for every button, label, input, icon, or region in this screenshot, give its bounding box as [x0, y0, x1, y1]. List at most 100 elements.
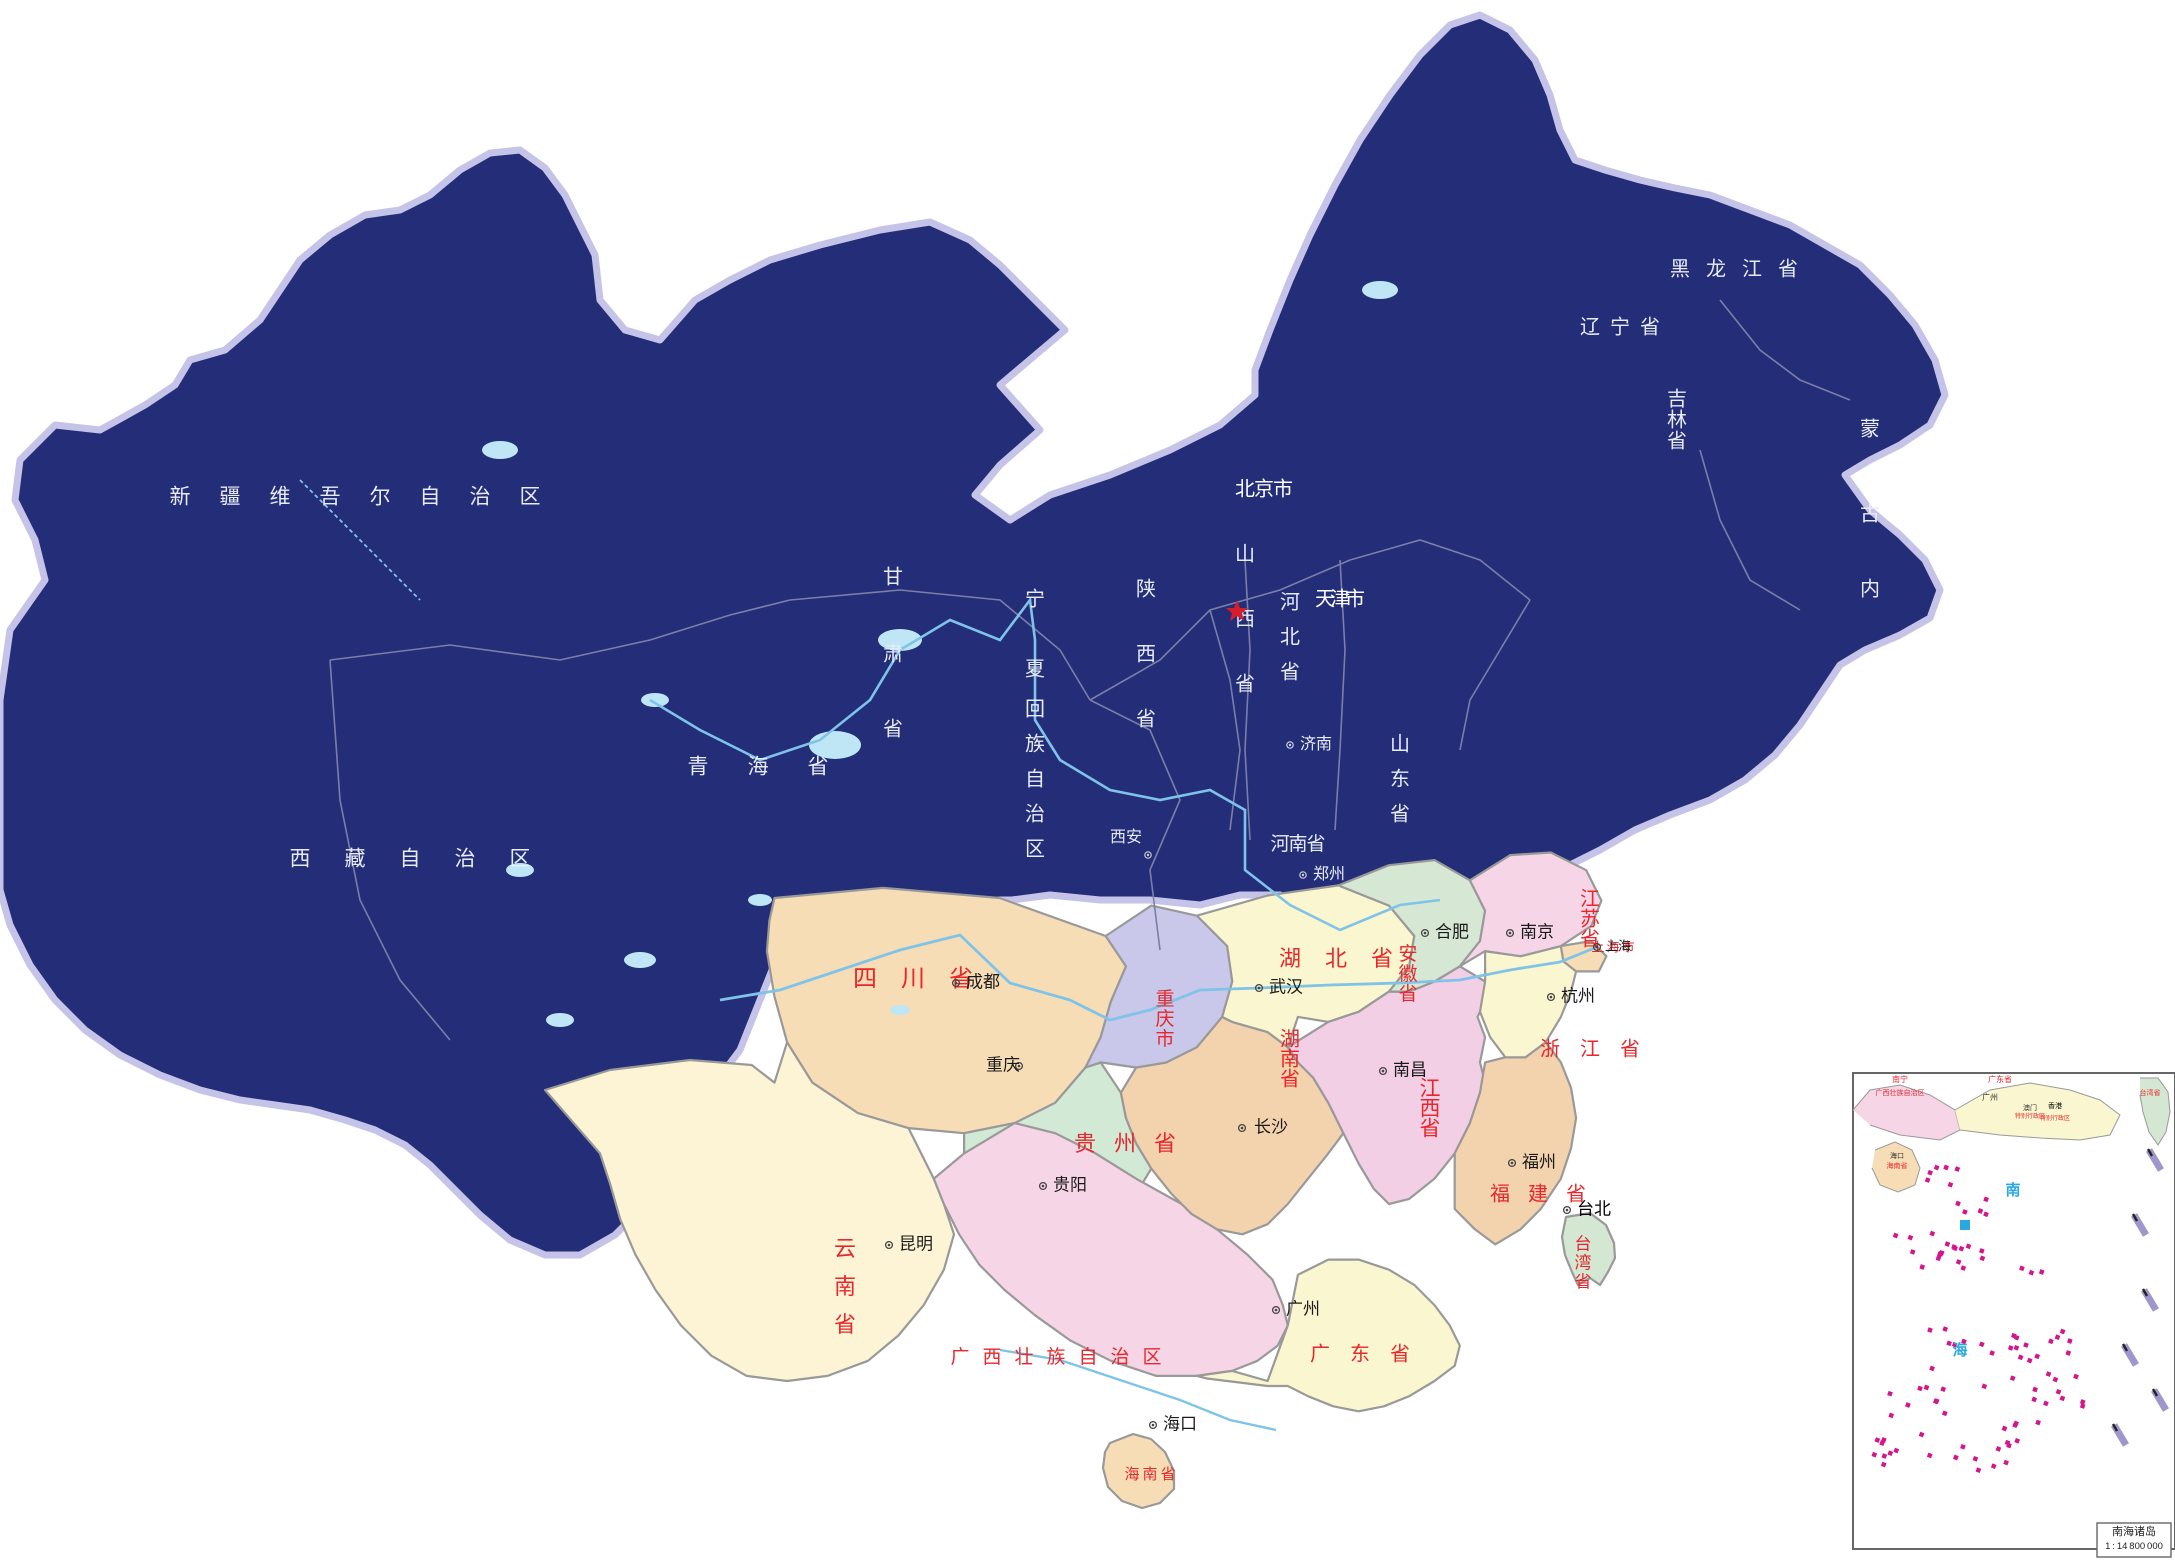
svg-text:肃: 肃 — [883, 642, 903, 665]
svg-text:省: 省 — [1420, 1118, 1441, 1141]
svg-text:海口: 海口 — [1163, 1414, 1197, 1433]
svg-text:北: 北 — [1235, 477, 1255, 500]
svg-text:东: 东 — [1350, 1342, 1370, 1365]
svg-text:尔: 尔 — [370, 486, 391, 509]
svg-text:黑: 黑 — [1670, 258, 1690, 280]
svg-text:广: 广 — [950, 1346, 969, 1368]
svg-text:族: 族 — [1025, 732, 1045, 755]
svg-text:河: 河 — [1280, 590, 1300, 613]
svg-text:重: 重 — [1155, 988, 1174, 1010]
svg-text:京: 京 — [1254, 477, 1274, 500]
svg-text:安: 安 — [1398, 943, 1417, 965]
svg-text:上海: 上海 — [1605, 938, 1631, 953]
svg-text:特别行政区: 特别行政区 — [2040, 1114, 2070, 1122]
svg-text:族: 族 — [1046, 1346, 1065, 1368]
svg-text:治: 治 — [470, 486, 491, 509]
svg-text:徽: 徽 — [1398, 963, 1417, 985]
svg-text:省: 省 — [1154, 1131, 1176, 1156]
svg-text:台北: 台北 — [1577, 1199, 1611, 1218]
svg-text:回: 回 — [1025, 698, 1045, 720]
svg-text:海: 海 — [748, 756, 769, 779]
svg-text:北: 北 — [1325, 946, 1347, 971]
svg-text:南海诸岛: 南海诸岛 — [2112, 1524, 2156, 1538]
svg-text:广: 广 — [1310, 1342, 1330, 1365]
svg-text:北: 北 — [1280, 625, 1300, 648]
svg-text:省: 省 — [1575, 1272, 1592, 1291]
svg-text:1 : 14 800 000: 1 : 14 800 000 — [2105, 1541, 2163, 1552]
svg-text:四: 四 — [853, 965, 877, 992]
svg-text:区: 区 — [1142, 1347, 1161, 1368]
svg-text:省: 省 — [1235, 672, 1255, 695]
svg-text:香港: 香港 — [2048, 1101, 2062, 1110]
svg-text:广州: 广州 — [1286, 1299, 1320, 1318]
svg-text:长沙: 长沙 — [1254, 1117, 1288, 1136]
svg-text:自: 自 — [1078, 1346, 1097, 1368]
svg-text:山: 山 — [1235, 542, 1255, 565]
svg-text:海: 海 — [1952, 1341, 1967, 1359]
svg-text:南: 南 — [1288, 833, 1307, 855]
svg-text:庆: 庆 — [1155, 1008, 1174, 1030]
svg-text:杭州: 杭州 — [1561, 986, 1595, 1005]
svg-text:新: 新 — [170, 486, 191, 509]
svg-text:青: 青 — [688, 756, 709, 779]
svg-text:辽: 辽 — [1580, 315, 1600, 338]
svg-text:区: 区 — [1025, 838, 1045, 860]
svg-text:昆明: 昆明 — [899, 1234, 933, 1253]
svg-text:市: 市 — [1345, 587, 1365, 610]
svg-text:海: 海 — [1124, 1466, 1139, 1483]
svg-text:省: 省 — [1371, 946, 1393, 971]
svg-text:藏: 藏 — [345, 848, 366, 871]
svg-text:龙: 龙 — [1706, 257, 1726, 280]
svg-text:江: 江 — [1580, 1037, 1600, 1060]
svg-text:市: 市 — [1273, 477, 1293, 500]
svg-text:省: 省 — [808, 756, 829, 779]
svg-text:南宁: 南宁 — [1892, 1074, 1908, 1084]
svg-text:成都: 成都 — [966, 972, 1000, 991]
svg-text:省: 省 — [1390, 802, 1410, 825]
svg-text:省: 省 — [834, 1312, 856, 1337]
svg-text:古: 古 — [1860, 502, 1880, 525]
svg-text:苏: 苏 — [1580, 907, 1600, 930]
svg-text:陕: 陕 — [1136, 577, 1156, 600]
svg-text:浙: 浙 — [1540, 1037, 1560, 1060]
svg-text:省: 省 — [1160, 1466, 1175, 1483]
svg-text:省: 省 — [1306, 833, 1325, 855]
svg-text:江: 江 — [1580, 887, 1600, 910]
svg-text:维: 维 — [270, 486, 291, 509]
svg-text:河: 河 — [1270, 833, 1289, 855]
svg-text:山: 山 — [1390, 732, 1410, 755]
svg-text:南: 南 — [1142, 1466, 1157, 1483]
svg-text:林: 林 — [1667, 408, 1687, 431]
svg-text:海口: 海口 — [1890, 1151, 1904, 1160]
svg-text:市: 市 — [1155, 1028, 1174, 1050]
svg-text:台湾省: 台湾省 — [2140, 1088, 2161, 1097]
svg-text:疆: 疆 — [220, 486, 241, 509]
svg-text:西: 西 — [1136, 643, 1156, 665]
svg-text:贵: 贵 — [1074, 1131, 1096, 1156]
svg-text:湖: 湖 — [1280, 1027, 1300, 1050]
svg-text:省: 省 — [1398, 983, 1417, 1005]
svg-text:澳门: 澳门 — [2023, 1103, 2037, 1112]
svg-text:蒙: 蒙 — [1860, 417, 1880, 440]
svg-text:治: 治 — [1025, 802, 1045, 825]
svg-text:合肥: 合肥 — [1435, 922, 1469, 941]
svg-text:建: 建 — [1528, 1182, 1548, 1205]
svg-text:自: 自 — [400, 848, 421, 871]
svg-text:区: 区 — [520, 486, 541, 509]
svg-text:自: 自 — [1025, 767, 1045, 790]
svg-text:云: 云 — [834, 1236, 856, 1261]
svg-text:济南: 济南 — [1300, 735, 1332, 753]
svg-text:省: 省 — [1667, 429, 1687, 452]
svg-text:湖: 湖 — [1279, 946, 1301, 971]
svg-text:治: 治 — [1110, 1346, 1129, 1368]
svg-text:郑州: 郑州 — [1313, 865, 1345, 883]
svg-text:贵阳: 贵阳 — [1053, 1175, 1087, 1194]
svg-text:重庆: 重庆 — [986, 1055, 1020, 1074]
svg-text:省: 省 — [1390, 1342, 1410, 1365]
svg-text:南: 南 — [2005, 1181, 2020, 1199]
svg-text:治: 治 — [455, 848, 476, 871]
svg-text:广西壮族自治区: 广西壮族自治区 — [1876, 1088, 1925, 1097]
svg-text:广州: 广州 — [1982, 1092, 1998, 1102]
svg-text:南京: 南京 — [1520, 922, 1554, 941]
svg-text:武汉: 武汉 — [1269, 977, 1303, 996]
